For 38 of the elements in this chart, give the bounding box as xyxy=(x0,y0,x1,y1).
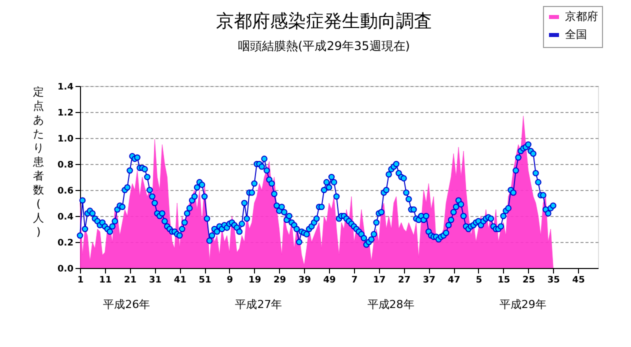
x-tick-label: 9 xyxy=(226,276,234,286)
legend-label: 京都府 xyxy=(565,10,598,23)
y-tick-label: 1.0 xyxy=(58,134,74,144)
x-tick-label: 27 xyxy=(398,276,411,286)
x-tick-label: 31 xyxy=(148,276,162,286)
x-tick-label: 35 xyxy=(547,276,560,286)
legend-label: 全国 xyxy=(565,28,587,41)
text: 平成27年 xyxy=(235,298,282,311)
x-tick-label: 21 xyxy=(124,276,137,286)
y-tick-label: 0.8 xyxy=(58,160,74,170)
x-tick-label: 51 xyxy=(198,276,212,286)
text: 平成26年 xyxy=(103,298,150,311)
y-tick-label: 1.2 xyxy=(58,108,74,118)
x-tick-label: 19 xyxy=(248,276,262,286)
text: 平成29年 xyxy=(499,298,546,311)
x-tick-label: 47 xyxy=(448,276,460,286)
x-tick-label: 49 xyxy=(323,276,336,286)
y-tick-label: 1.4 xyxy=(58,82,74,92)
text: 定点あたり患者数(人) xyxy=(33,86,44,238)
chart-title: 京都府感染症発生動向調査 xyxy=(216,11,432,32)
x-tick-label: 17 xyxy=(373,276,386,286)
x-tick-label: 5 xyxy=(476,276,482,286)
x-tick-label: 29 xyxy=(273,276,286,286)
x-tick-label: 15 xyxy=(498,276,510,286)
x-tick-label: 45 xyxy=(572,276,585,286)
y-tick-label: 0.4 xyxy=(58,212,74,222)
x-tick-label: 11 xyxy=(99,276,112,286)
chart-subtitle: 咽頭結膜熱(平成29年35週現在) xyxy=(238,39,410,53)
x-tick-label: 37 xyxy=(422,276,436,286)
x-tick-label: 41 xyxy=(174,276,186,286)
x-tick-label: 1 xyxy=(77,276,84,286)
x-tick-label: 25 xyxy=(522,276,536,286)
y-tick-label: 0.6 xyxy=(58,186,74,196)
text: 平成28年 xyxy=(367,298,414,311)
x-tick-label: 7 xyxy=(351,276,358,286)
y-tick-label: 0.2 xyxy=(58,238,74,248)
x-tick-label: 39 xyxy=(298,276,311,286)
y-tick-label: 0.0 xyxy=(58,264,74,274)
